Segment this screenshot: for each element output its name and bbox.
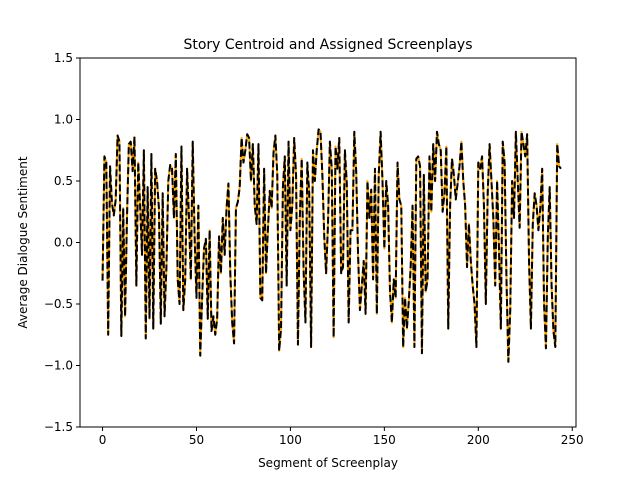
x-axis-label: Segment of Screenplay <box>258 456 398 470</box>
series-layer <box>101 128 562 363</box>
x-tick-label: 100 <box>279 433 302 447</box>
x-tick-label: 200 <box>467 433 490 447</box>
x-ticks: 0 50 100 150 200 250 <box>99 427 584 447</box>
y-tick-label: 0.0 <box>54 236 73 250</box>
y-ticks: −1.5 −1.0 −0.5 0.0 0.5 1.0 1.5 <box>44 51 80 434</box>
chart-title: Story Centroid and Assigned Screenplays <box>183 37 472 53</box>
x-tick-label: 50 <box>189 433 204 447</box>
x-tick-label: 250 <box>561 433 584 447</box>
x-tick-label: 0 <box>99 433 107 447</box>
x-tick-label: 150 <box>373 433 396 447</box>
y-tick-label: 1.0 <box>54 113 73 127</box>
y-tick-label: 1.5 <box>54 51 73 65</box>
y-tick-label: −1.0 <box>44 359 73 373</box>
y-tick-label: 0.5 <box>54 174 73 188</box>
y-tick-label: −1.5 <box>44 420 73 434</box>
y-axis-label: Average Dialogue Sentiment <box>16 156 30 328</box>
series-line-2 <box>101 128 562 363</box>
y-tick-label: −0.5 <box>44 297 73 311</box>
